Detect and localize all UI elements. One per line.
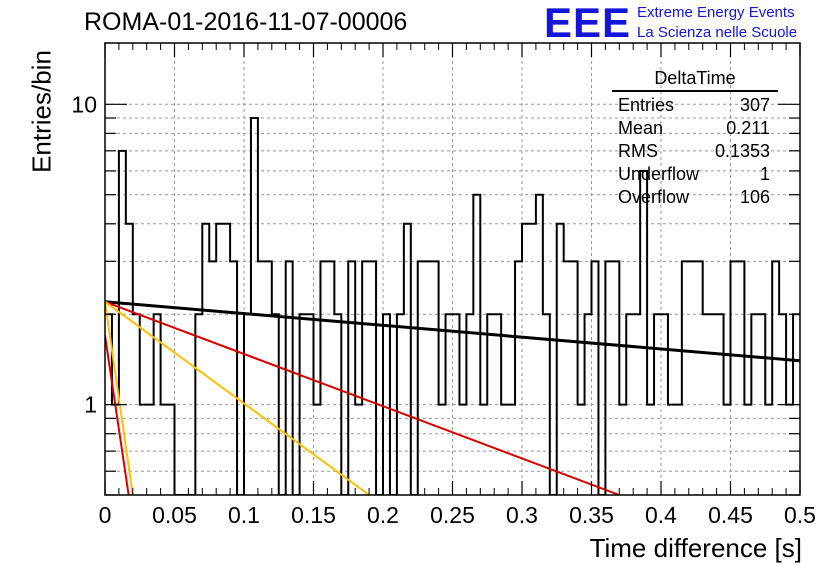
histogram-series (105, 117, 800, 495)
fit-line (105, 300, 800, 363)
fit-line (105, 335, 130, 495)
x-axis-label: Time difference [s] (589, 533, 802, 563)
stats-label: RMS (618, 141, 658, 161)
stats-label: Mean (618, 118, 664, 138)
stats-box: DeltaTime Entries 307 Mean 0.211 RMS 0.1353… (612, 68, 778, 209)
stats-row-overflow: Overflow 106 (612, 186, 778, 209)
stats-value: 307 (739, 95, 770, 115)
y-axis-label: Entries/bin (26, 50, 57, 173)
y-tick-label: 1 (84, 392, 97, 418)
chart-title: ROMA-01-2016-11-07-00006 (84, 8, 408, 36)
x-tick-label: 0 (99, 502, 112, 528)
fit-line (105, 301, 134, 495)
stats-row-underflow: Underflow 1 (612, 163, 778, 186)
x-tick-label: 0.4 (645, 502, 677, 528)
stats-row-rms: RMS 0.1353 (612, 140, 778, 163)
x-tick-label: 0.25 (430, 502, 475, 528)
fit-line (105, 300, 620, 495)
stats-value: 0.1353 (714, 141, 770, 161)
y-tick-label: 10 (71, 91, 97, 117)
logo-tagline-1: Extreme Energy Events (637, 4, 795, 21)
x-tick-label: 0.15 (291, 502, 336, 528)
stats-label: Overflow (618, 187, 690, 207)
x-tick-label: 0.35 (569, 502, 614, 528)
stats-label: Underflow (618, 164, 700, 184)
logo-tagline-2: La Scienza nelle Scuole (637, 24, 798, 41)
stats-value: 0.211 (726, 118, 770, 138)
x-tick-label: 0.1 (228, 502, 260, 528)
x-tick-label: 0.05 (152, 502, 197, 528)
x-tick-label: 0.3 (506, 502, 538, 528)
stats-value: 1 (759, 164, 770, 184)
x-tick-label: 0.5 (784, 502, 816, 528)
stats-row-mean: Mean 0.211 (612, 117, 778, 140)
fit-line (105, 300, 370, 495)
x-tick-label: 0.45 (708, 502, 753, 528)
stats-value: 106 (739, 187, 770, 207)
eee-logo: EEE (544, 0, 632, 46)
x-tick-label: 0.2 (367, 502, 399, 528)
stats-row-entries: Entries 307 (612, 94, 778, 117)
stats-box-title: DeltaTime (612, 68, 778, 92)
stats-label: Entries (618, 95, 675, 115)
